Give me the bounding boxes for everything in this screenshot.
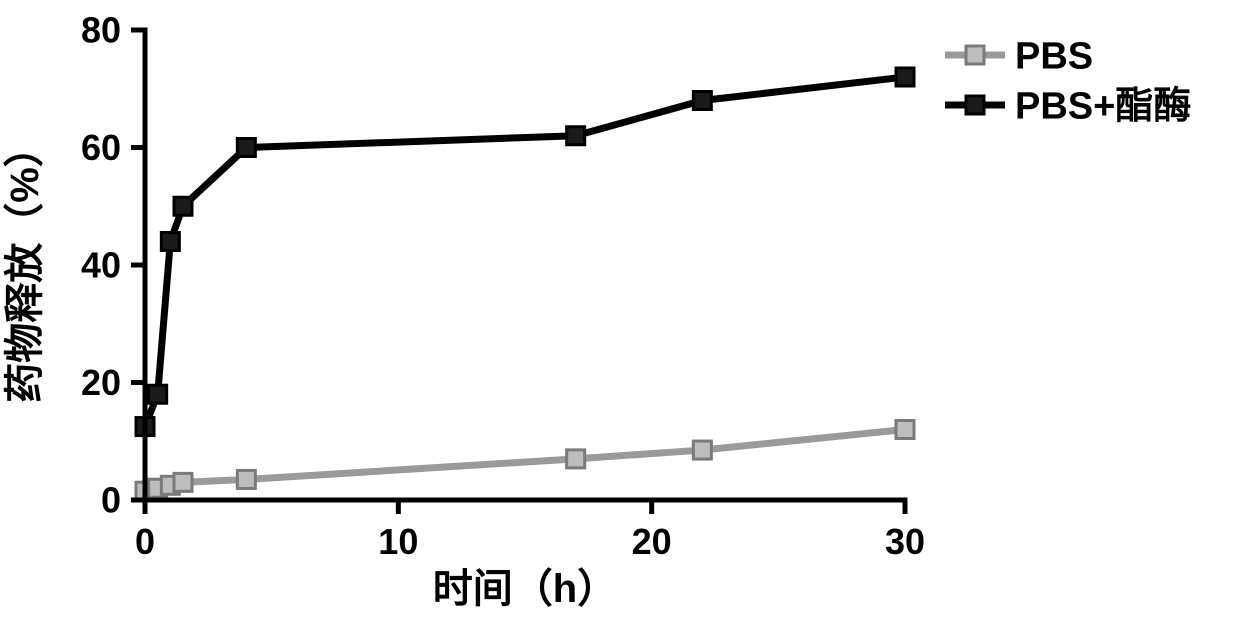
series-marker-pbs_enzyme (174, 197, 192, 215)
x-axis-label: 时间（h） (433, 567, 617, 611)
series-marker-pbs (896, 421, 914, 439)
series-marker-pbs_enzyme (149, 385, 167, 403)
y-tick-label: 0 (101, 480, 121, 521)
legend-marker-pbs_enzyme (966, 96, 984, 114)
series-line-pbs_enzyme (145, 77, 905, 427)
series-marker-pbs_enzyme (693, 92, 711, 110)
y-tick-label: 40 (81, 245, 121, 286)
series-marker-pbs (693, 441, 711, 459)
legend-label-pbs_enzyme: PBS+酯酶 (1015, 85, 1191, 127)
x-tick-label: 10 (378, 521, 418, 562)
series-marker-pbs_enzyme (237, 139, 255, 157)
legend-label-pbs: PBS (1015, 35, 1093, 77)
series-line-pbs (145, 430, 905, 492)
series-marker-pbs (567, 450, 585, 468)
series-marker-pbs_enzyme (896, 68, 914, 86)
series-marker-pbs (237, 470, 255, 488)
y-tick-label: 60 (81, 127, 121, 168)
y-axis-label: 药物释放（%） (3, 127, 47, 403)
y-tick-label: 80 (81, 10, 121, 51)
y-tick-label: 20 (81, 362, 121, 403)
series-marker-pbs_enzyme (567, 127, 585, 145)
legend-marker-pbs (966, 46, 984, 64)
x-tick-label: 20 (632, 521, 672, 562)
series-marker-pbs_enzyme (161, 233, 179, 251)
series-marker-pbs (174, 473, 192, 491)
drug-release-chart: 0 10 20 30 0 20 40 60 80 时间（h） 药物释放（%） PBS PBS+酯酶 (0, 0, 1240, 629)
x-tick-label: 0 (135, 521, 155, 562)
x-tick-label: 30 (885, 521, 925, 562)
